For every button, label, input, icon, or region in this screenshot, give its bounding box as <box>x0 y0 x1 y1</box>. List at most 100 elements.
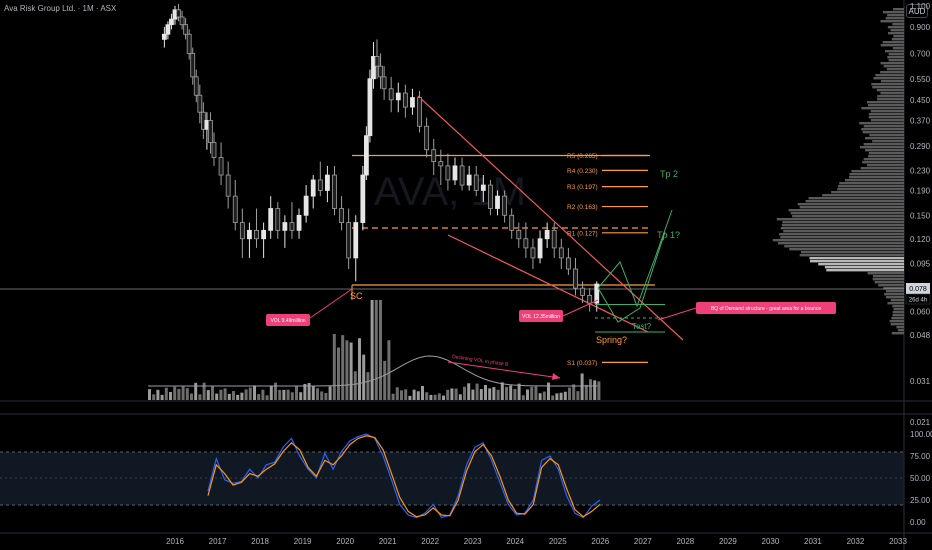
volume-bar <box>517 383 521 400</box>
volume-bar <box>463 386 466 400</box>
volume-bar <box>337 347 340 400</box>
candle-body <box>186 33 192 54</box>
price-tick-label: 0.150 <box>910 211 931 220</box>
candle-body <box>445 165 451 181</box>
volume-profile-bar <box>784 245 904 248</box>
candle-body <box>324 174 330 191</box>
time-tick-label: 2025 <box>549 537 567 546</box>
volume-bar <box>341 335 345 400</box>
time-tick-label: 2018 <box>251 537 269 546</box>
volume-bar <box>332 334 336 400</box>
volume-bar <box>169 392 172 400</box>
currency-button[interactable]: AUD <box>906 4 928 18</box>
demand-callout[interactable] <box>696 302 836 314</box>
volume-profile-bar <box>780 227 904 230</box>
volume-bar <box>454 388 458 400</box>
candle-body <box>179 16 185 26</box>
vol-callout-2[interactable] <box>519 310 563 322</box>
vol-callout-1[interactable] <box>266 314 310 326</box>
wedge-upper-line[interactable] <box>417 95 684 341</box>
candle-body <box>580 287 585 296</box>
volume-bar <box>160 394 164 400</box>
volume-profile-bar <box>887 26 904 29</box>
volume-profile-bar <box>800 251 904 254</box>
volume-profile-bar <box>890 323 904 326</box>
volume-bar <box>395 387 399 400</box>
candle-body <box>558 247 564 259</box>
volume-profile-bar <box>783 230 904 233</box>
candle-body <box>247 229 252 240</box>
candle-body <box>402 92 408 108</box>
test-label: Test? <box>632 322 652 331</box>
volume-bar <box>383 360 387 400</box>
candle-body <box>551 229 557 249</box>
candle-body <box>353 222 359 259</box>
volume-bar <box>379 300 382 400</box>
candle-body <box>565 257 571 270</box>
volume-bar <box>282 389 286 400</box>
volume-profile-bar <box>844 179 904 182</box>
candle-body <box>516 229 522 240</box>
volume-profile-bar <box>885 290 904 293</box>
volume-bar <box>509 385 513 400</box>
volume-bar <box>202 382 206 400</box>
volume-bar <box>194 382 198 400</box>
volume-profile-bar <box>878 284 904 287</box>
time-tick-label: 2020 <box>336 537 354 546</box>
volume-bar <box>244 389 248 400</box>
candle-body <box>495 195 500 209</box>
volume-profile-bar <box>891 38 904 41</box>
volume-profile <box>772 8 904 335</box>
projection-path-2[interactable] <box>597 231 666 323</box>
volume-profile-bar <box>861 128 904 131</box>
time-tick-label: 2027 <box>634 537 652 546</box>
candle-body <box>480 184 486 191</box>
volume-profile-bar <box>885 50 904 53</box>
volume-profile-bar <box>859 122 904 125</box>
projection-path-1[interactable] <box>597 209 673 308</box>
price-tick-label: 0.450 <box>910 96 931 105</box>
volume-profile-bar <box>887 14 904 17</box>
volume-bar <box>425 392 429 400</box>
countdown-tag <box>905 293 931 305</box>
volume-profile-bar <box>884 293 904 296</box>
time-tick-label: 2030 <box>762 537 780 546</box>
volume-profile-bar <box>780 236 904 239</box>
callout-leader-2 <box>562 299 599 317</box>
volume-profile-bar <box>805 200 904 203</box>
volume-profile-bar <box>809 257 904 260</box>
volume-bar <box>311 385 315 400</box>
price-tick-label: 0.550 <box>910 75 931 84</box>
volume-bar <box>496 389 500 400</box>
volume-profile-bar <box>861 107 904 110</box>
volume-profile-bar <box>849 176 904 179</box>
volume-profile-bar <box>877 95 904 98</box>
volume-profile-bar <box>892 47 904 50</box>
volume-profile-bar <box>782 221 904 224</box>
volume-profile-bar <box>876 89 904 92</box>
volume-bar <box>551 395 555 400</box>
price-axis-ticks: 1.100 0.900 0.700 0.550 0.450 0.370 0.290 0.230… <box>910 2 931 427</box>
volume-profile-bar <box>822 194 904 197</box>
time-tick-label: 2026 <box>591 537 609 546</box>
candle-body <box>473 174 479 191</box>
chart-header: Ava Risk Group Ltd. · 1M · ASX <box>4 4 117 13</box>
volume-profile-bar <box>880 92 904 95</box>
time-tick-label: 2017 <box>209 537 227 546</box>
volume-profile-bar <box>824 266 904 269</box>
level-label: R4 (0.230) <box>567 168 598 175</box>
volume-profile-bar <box>831 191 904 194</box>
candle-body <box>587 294 593 304</box>
volume-profile-bar <box>870 119 904 122</box>
volume-profile-bar <box>892 23 904 26</box>
volume-profile-bar <box>897 329 904 332</box>
time-tick-label: 2024 <box>506 537 524 546</box>
volume-profile-bar <box>839 182 904 185</box>
stoch-axis-ticks: 100.00 75.00 50.00 25.00 0.00 <box>910 430 932 527</box>
volume-bar <box>576 391 580 400</box>
volume-profile-bar <box>776 218 904 221</box>
volume-profile-bar <box>837 188 904 191</box>
candle-body <box>296 214 302 231</box>
volume-profile-bar <box>826 269 904 272</box>
